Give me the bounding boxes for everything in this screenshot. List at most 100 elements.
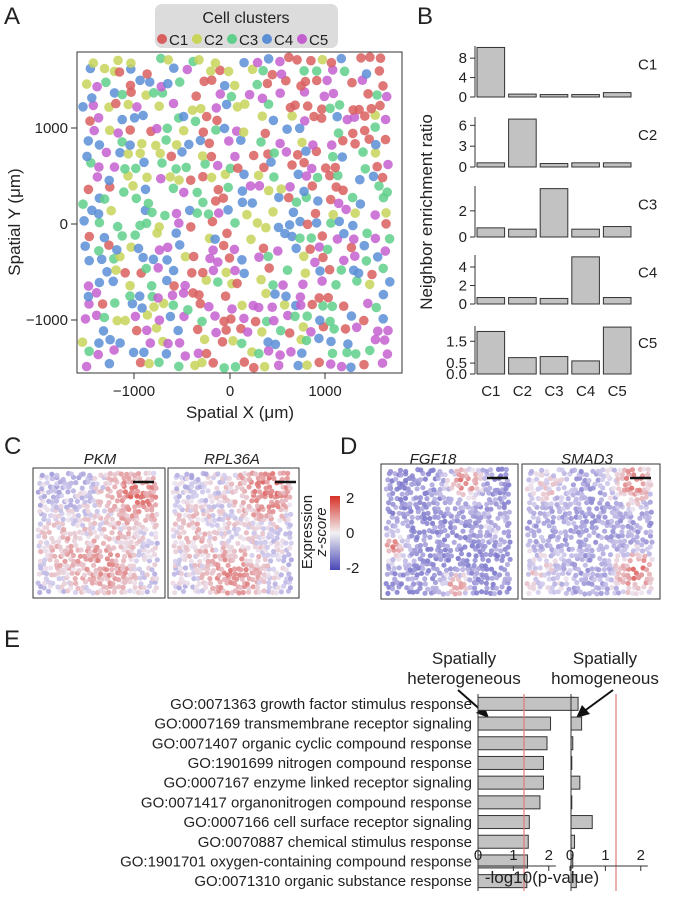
cell-point — [93, 349, 103, 360]
expression-point — [287, 534, 293, 541]
expression-point — [256, 479, 262, 485]
expression-point — [458, 467, 464, 473]
expression-point — [630, 520, 636, 526]
expression-point — [71, 513, 77, 519]
expression-point — [566, 510, 573, 516]
cell-point — [191, 91, 201, 101]
expression-point — [252, 570, 258, 576]
expression-point — [35, 489, 41, 495]
expression-point — [210, 558, 216, 564]
expression-point — [421, 537, 427, 543]
expression-point — [550, 514, 557, 521]
expression-point — [573, 553, 579, 559]
cell-point — [360, 111, 370, 121]
expression-point — [61, 526, 67, 533]
expression-point — [579, 548, 585, 555]
expression-point — [264, 544, 270, 550]
expression-point — [474, 590, 480, 596]
expression-point — [525, 571, 532, 577]
cell-point — [197, 316, 207, 327]
colorbar-tick: -2 — [346, 560, 359, 577]
expression-point — [172, 589, 178, 596]
cell-point — [295, 300, 306, 311]
cell-point — [240, 99, 250, 109]
expression-point — [85, 508, 91, 514]
expression-point — [124, 504, 131, 510]
expression-point — [60, 516, 66, 523]
go-term-label: GO:0007166 cell surface receptor signali… — [183, 814, 472, 831]
expression-point — [468, 528, 474, 535]
cell-point — [125, 125, 135, 135]
expression-point — [250, 577, 256, 583]
expression-point — [198, 504, 204, 510]
expression-point — [524, 525, 531, 531]
expression-point — [579, 486, 585, 493]
cell-point — [311, 66, 322, 76]
expression-point — [647, 491, 653, 497]
expression-point — [67, 531, 73, 537]
cell-point — [127, 298, 138, 309]
cell-point — [247, 198, 258, 208]
expression-point — [243, 530, 249, 536]
expression-point — [405, 576, 411, 582]
expression-point — [245, 545, 251, 551]
cell-point — [115, 338, 125, 348]
expression-point — [80, 522, 86, 528]
cell-point — [364, 279, 375, 290]
cell-point — [263, 346, 274, 356]
expression-point — [429, 529, 436, 535]
expression-point — [396, 565, 402, 571]
expression-point — [251, 530, 257, 536]
expression-point — [112, 503, 118, 509]
expression-point — [584, 472, 590, 478]
expression-point — [644, 567, 650, 573]
expression-point — [437, 491, 443, 498]
expression-point — [73, 517, 79, 524]
cell-point — [325, 316, 335, 327]
cell-point — [253, 170, 264, 181]
expression-point — [422, 541, 428, 548]
cell-point — [180, 280, 190, 291]
b-y-tick-label: 0.5 — [446, 355, 467, 372]
cell-point — [301, 335, 312, 346]
cell-point — [213, 208, 224, 218]
expression-point — [525, 542, 531, 548]
expression-point — [417, 495, 423, 501]
expression-point — [437, 577, 443, 583]
expression-point — [74, 498, 80, 504]
expression-point — [451, 481, 457, 487]
cell-point — [139, 347, 149, 358]
expression-point — [537, 565, 543, 571]
expression-point — [69, 508, 76, 514]
expression-point — [476, 501, 482, 507]
expression-point — [109, 530, 115, 536]
cell-point — [198, 197, 208, 208]
expression-point — [105, 486, 111, 492]
expression-point — [418, 542, 424, 549]
cell-point — [123, 99, 134, 110]
cell-point — [215, 65, 225, 76]
expression-point — [648, 585, 654, 592]
expression-point — [544, 501, 550, 507]
expression-point — [219, 503, 225, 509]
cell-point — [352, 276, 362, 286]
gene-label-pkm: PKM — [84, 451, 117, 468]
expression-point — [287, 530, 293, 536]
expression-point — [484, 481, 490, 487]
expression-point — [277, 527, 283, 533]
expression-point — [254, 503, 261, 509]
cell-point — [233, 163, 243, 173]
expression-point — [77, 535, 83, 542]
expression-point — [283, 540, 289, 546]
expression-point — [638, 504, 644, 510]
cell-point — [239, 268, 249, 279]
expression-point — [479, 572, 485, 578]
expression-point — [504, 514, 510, 521]
expression-point — [499, 557, 505, 564]
expression-point — [186, 572, 193, 578]
expression-point — [122, 489, 128, 495]
expression-point — [45, 518, 52, 524]
expression-point — [635, 501, 641, 507]
cell-point — [192, 324, 203, 335]
cell-point — [105, 334, 115, 345]
